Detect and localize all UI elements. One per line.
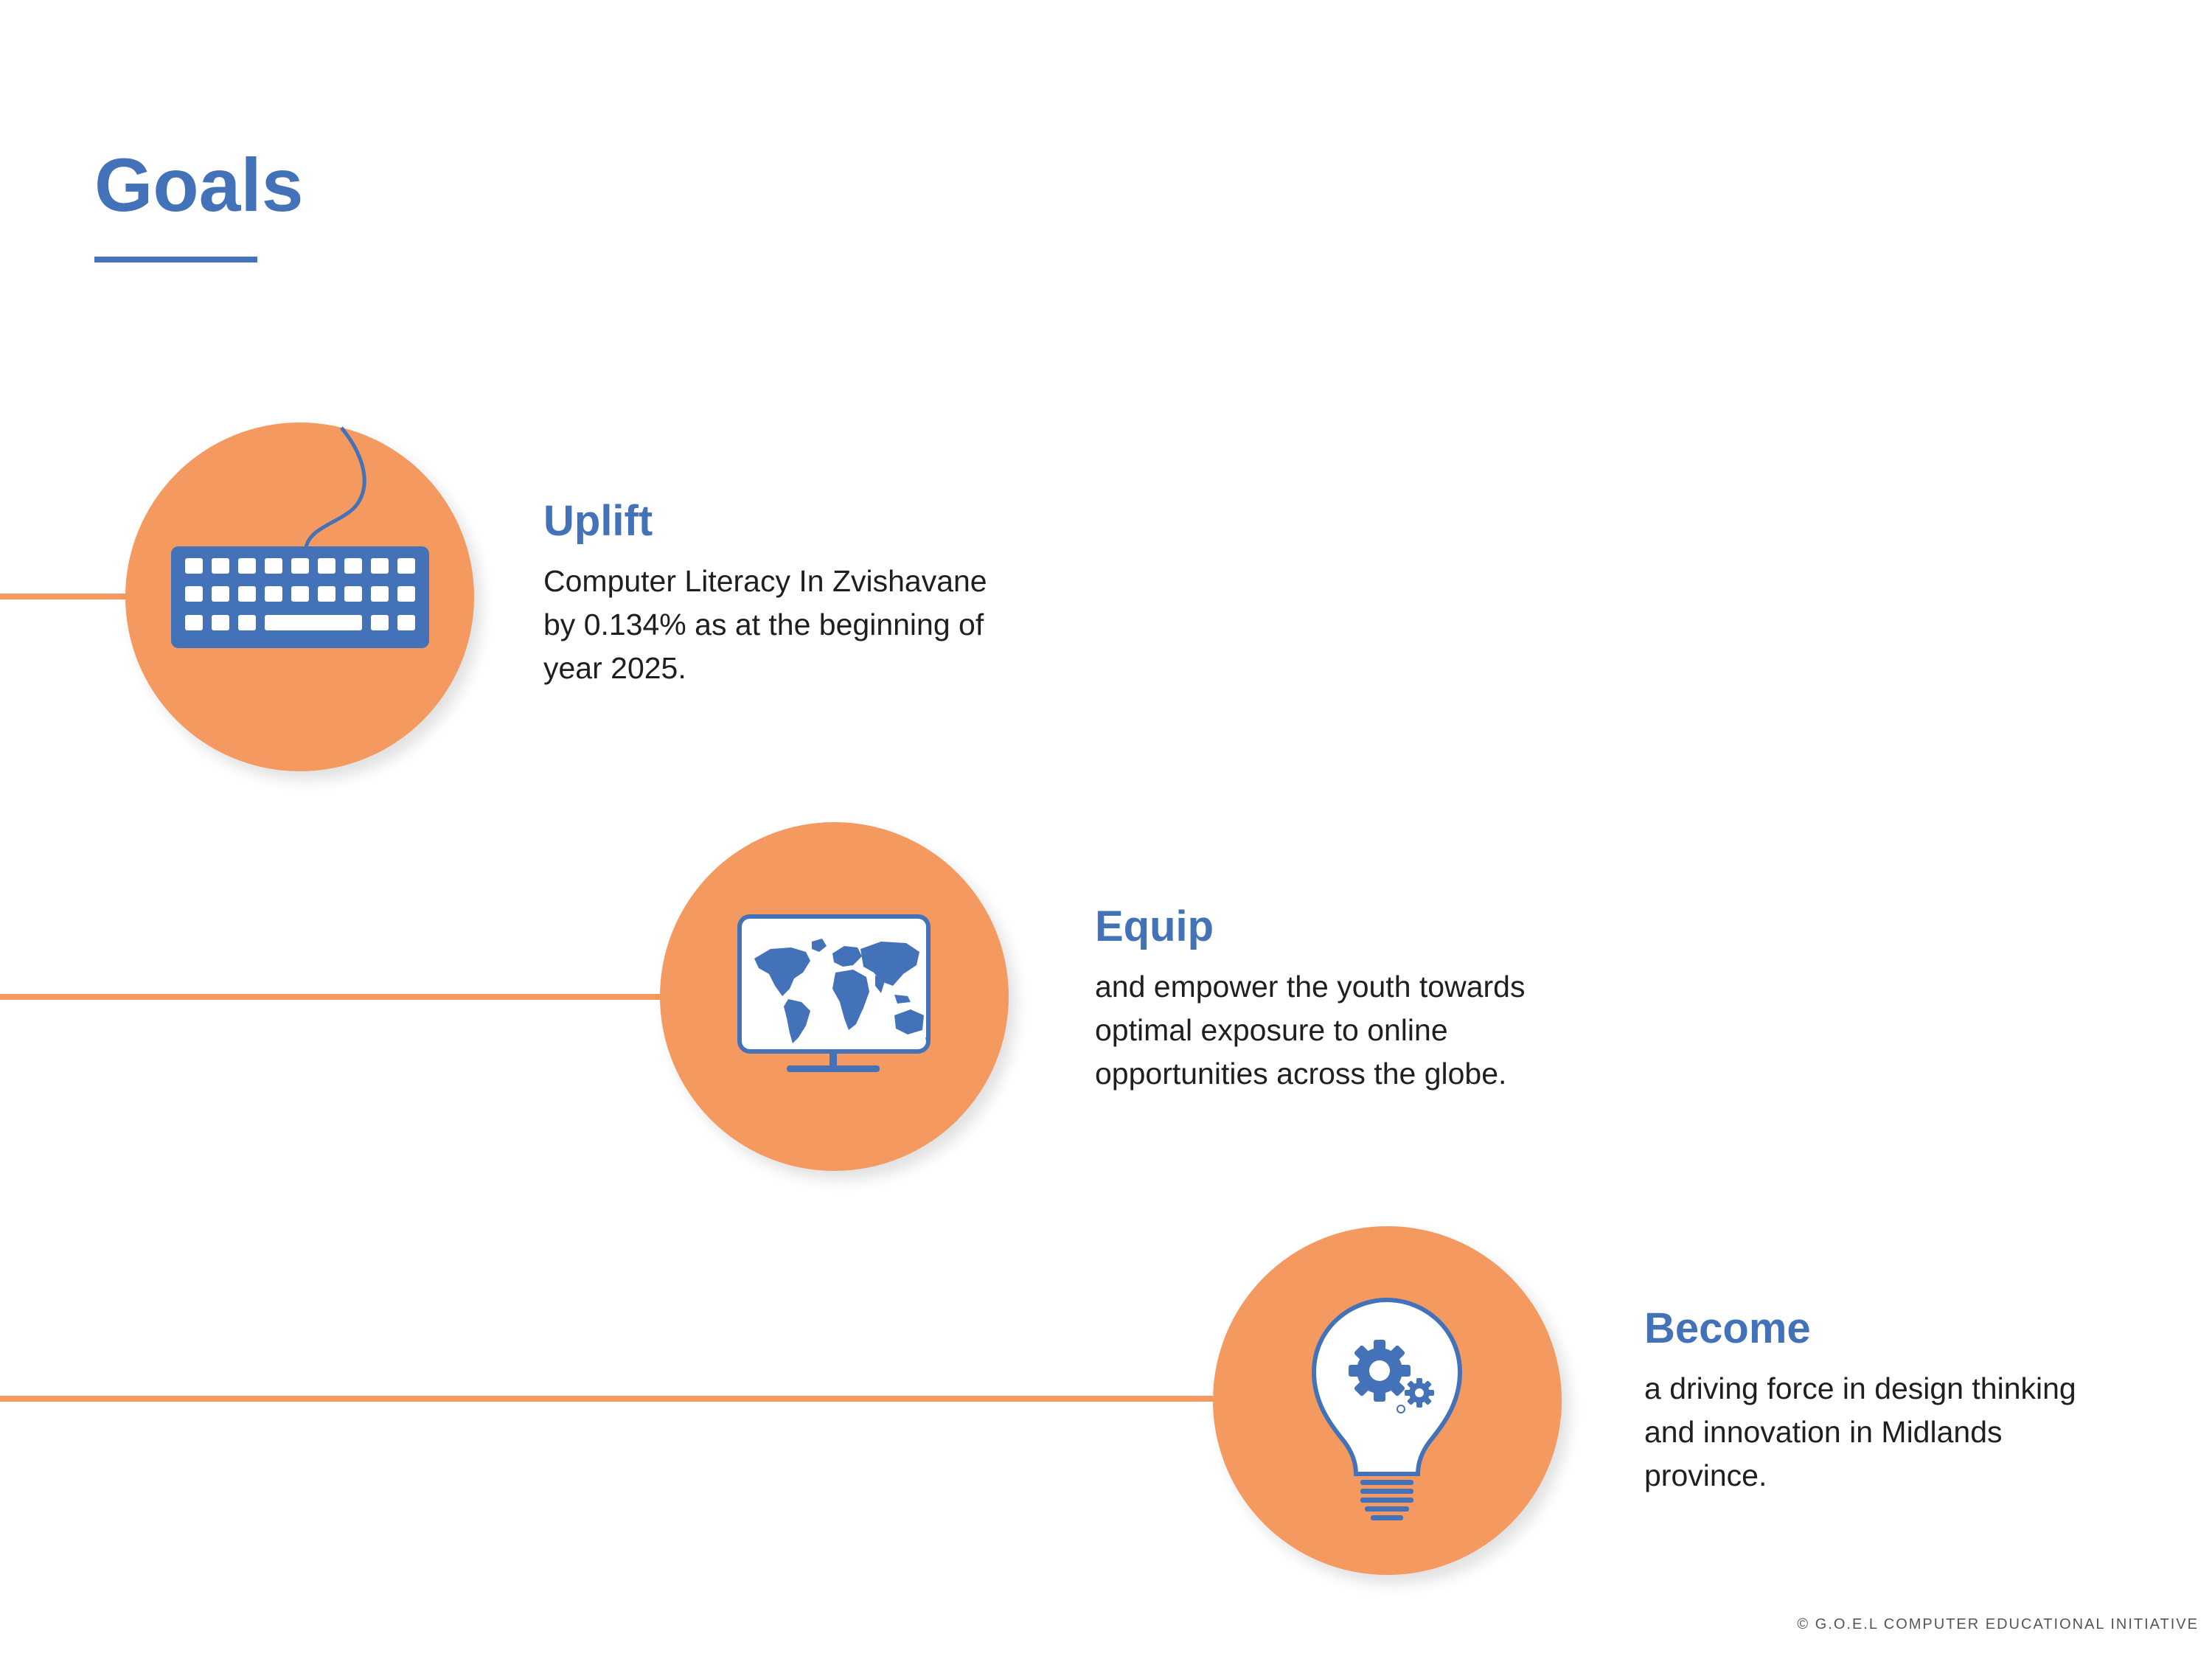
goal-1-text: Uplift Computer Literacy In Zvishavane b… <box>543 498 1001 690</box>
goal-2-circle <box>660 822 1009 1171</box>
world-map-monitor-icon <box>737 914 931 1072</box>
goal-2-description: and empower the youth towards optimal ex… <box>1095 969 1526 1091</box>
keyboard-icon <box>171 426 429 648</box>
goal-1-description: Computer Literacy In Zvishavane by 0.134… <box>543 563 987 685</box>
goal-3-connector <box>0 1396 1213 1402</box>
goal-3-heading: Become <box>1644 1304 1811 1352</box>
goal-2-text: Equip and empower the youth towards opti… <box>1095 903 1552 1096</box>
goal-3-text: Become a driving force in design thinkin… <box>1644 1305 2101 1498</box>
goal-3-description: a driving force in design thinking and i… <box>1644 1371 2076 1492</box>
goal-2-heading: Equip <box>1095 902 1214 950</box>
goal-3-circle <box>1213 1226 1562 1575</box>
page-title: Goals <box>94 143 304 227</box>
title-underline <box>94 257 257 262</box>
footer-copyright: © G.O.E.L COMPUTER EDUCATIONAL INITIATIV… <box>1797 1616 2199 1632</box>
goal-1-connector <box>0 594 129 599</box>
goal-2-connector <box>0 994 664 1000</box>
goal-1-circle <box>125 422 474 771</box>
lightbulb-gears-icon <box>1311 1297 1463 1520</box>
goal-1-heading: Uplift <box>543 497 653 545</box>
